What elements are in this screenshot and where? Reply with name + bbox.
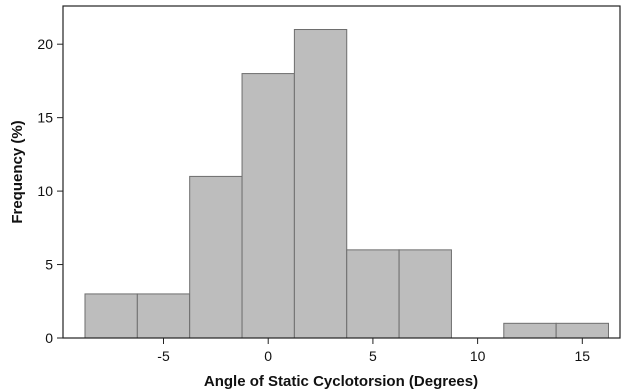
y-axis: 0 5 10 15 20 (37, 36, 63, 346)
y-tick-label: 5 (45, 257, 53, 273)
histogram-bar-5 (346, 249, 400, 339)
y-tick-label: 20 (37, 36, 53, 52)
y-tick-label: 15 (37, 110, 53, 126)
x-tick-label: 10 (470, 348, 486, 364)
x-tick-label: 15 (575, 348, 591, 364)
histogram-bars (84, 29, 609, 339)
plot-frame (62, 5, 621, 339)
histogram-bar-1 (136, 293, 191, 339)
y-axis-title: Frequency (%) (9, 120, 26, 223)
histogram-bar-9 (555, 322, 609, 339)
x-tick-label: -5 (157, 348, 170, 364)
x-axis: -5 0 5 10 15 (157, 338, 590, 364)
histogram-bar-8 (503, 322, 557, 339)
histogram-bar-4 (293, 29, 348, 339)
x-tick-label: 5 (369, 348, 377, 364)
histogram-bar-0 (84, 293, 138, 339)
y-tick-label: 10 (37, 183, 53, 199)
histogram-bar-3 (241, 73, 295, 339)
histogram-bar-2 (189, 175, 243, 339)
x-axis-title: Angle of Static Cyclotorsion (Degrees) (204, 373, 478, 390)
y-tick-label: 0 (45, 330, 53, 346)
histogram-bar-6 (398, 249, 452, 339)
x-tick-label: 0 (264, 348, 272, 364)
